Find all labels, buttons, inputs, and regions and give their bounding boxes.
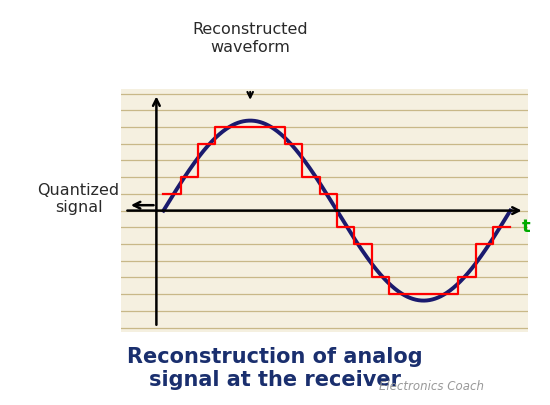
Text: Quantized
signal: Quantized signal: [37, 183, 119, 215]
Text: Reconstruction of analog
signal at the receiver: Reconstruction of analog signal at the r…: [127, 347, 423, 390]
Text: Electronics Coach: Electronics Coach: [379, 380, 484, 393]
Text: t: t: [522, 218, 531, 236]
Text: Reconstructed
waveform: Reconstructed waveform: [192, 23, 308, 55]
